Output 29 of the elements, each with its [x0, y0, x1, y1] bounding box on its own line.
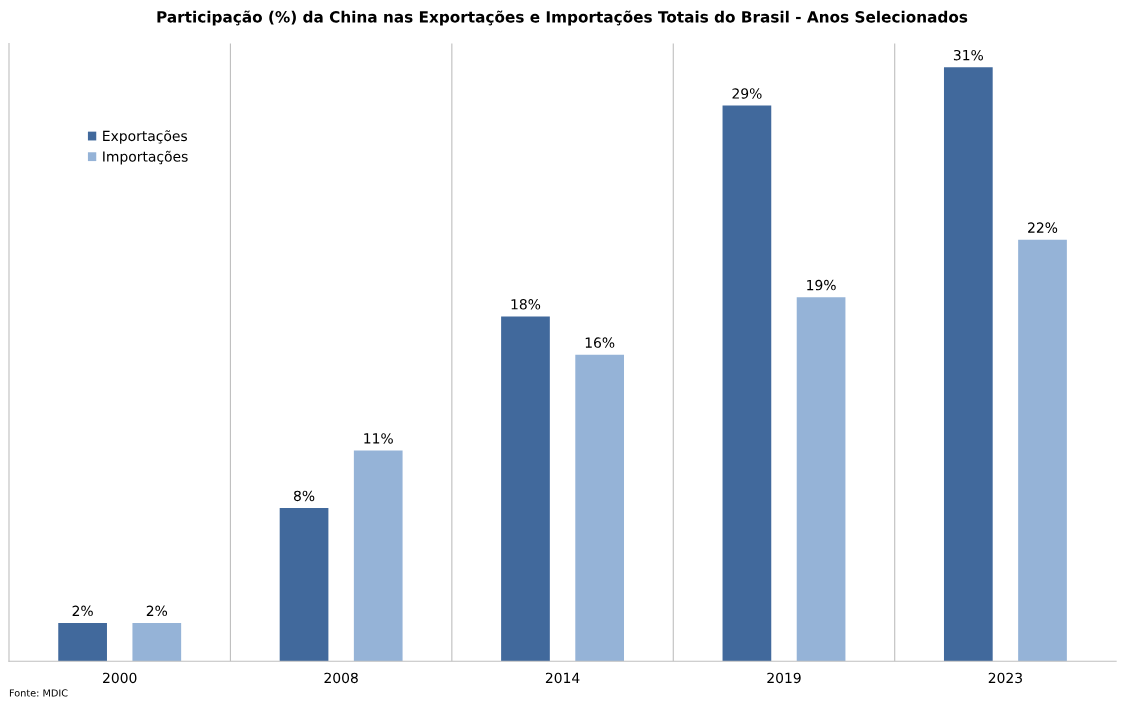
- data-label: 16%: [585, 337, 615, 348]
- legend-label: Importações: [103, 150, 188, 165]
- data-label: 18%: [511, 299, 541, 310]
- data-label: 31%: [953, 49, 983, 61]
- x-tick-label: 2008: [324, 672, 358, 684]
- data-label: 22%: [1028, 222, 1058, 233]
- bar: [722, 105, 772, 662]
- bar: [501, 316, 550, 662]
- bar: [58, 622, 107, 662]
- legend-label: Exportações: [103, 130, 188, 144]
- x-tick-label: 2019: [767, 672, 801, 684]
- chart-title: Participação (%) da China nas Exportações e Importações Totais do Brasil - Anos Selecionados: [157, 10, 968, 26]
- bar: [1018, 239, 1067, 662]
- source-note: Fonte: MDIC: [9, 689, 68, 697]
- data-label: 2%: [72, 605, 93, 617]
- x-tick-label: 2014: [545, 672, 580, 684]
- bar: [279, 507, 329, 662]
- bar: [132, 622, 182, 662]
- data-label: 11%: [364, 433, 393, 444]
- bar: [796, 297, 846, 662]
- x-tick-label: 2023: [988, 672, 1022, 684]
- data-label: 19%: [807, 279, 836, 291]
- bar: [353, 450, 403, 662]
- bar: [575, 354, 625, 662]
- data-label: 8%: [293, 490, 315, 502]
- x-tick-label: 2000: [103, 672, 137, 684]
- data-label: 29%: [732, 88, 762, 99]
- data-label: 2%: [146, 605, 168, 617]
- bar: [943, 67, 993, 662]
